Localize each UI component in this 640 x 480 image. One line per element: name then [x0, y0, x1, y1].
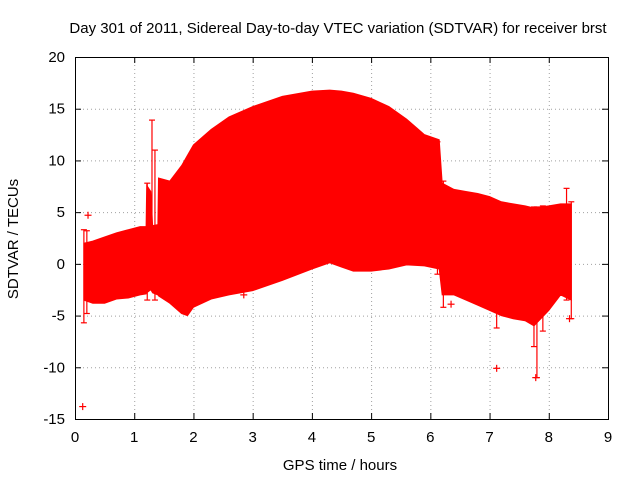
- error-bar-spike: [563, 187, 570, 301]
- plot-frame: [75, 57, 609, 420]
- error-bar-spike: [83, 230, 90, 315]
- tick-marks: [75, 57, 609, 420]
- x-axis-label: GPS time / hours: [283, 457, 397, 474]
- x-tick-label: 0: [71, 429, 79, 446]
- x-tick-label: 7: [485, 429, 493, 446]
- x-tick-label: 6: [426, 429, 434, 446]
- outlier-point: [532, 374, 540, 382]
- error-bar-spike: [148, 119, 155, 286]
- x-tick-label: 9: [604, 429, 612, 446]
- y-tick-label: -10: [43, 359, 65, 376]
- outlier-point: [240, 291, 248, 299]
- y-axis-label: SDTVAR / TECUs: [5, 179, 22, 299]
- outlier-point: [79, 403, 87, 411]
- outlier-point: [447, 300, 455, 308]
- y-tick-label: 15: [48, 101, 65, 118]
- sdtvar-error-band: [83, 89, 572, 327]
- y-tick-label: 0: [57, 256, 65, 273]
- y-tick-label: 5: [57, 204, 65, 221]
- error-bar-spike: [434, 141, 441, 275]
- y-tick-label: 10: [48, 152, 65, 169]
- x-tick-label: 1: [130, 429, 138, 446]
- y-tick-label: -15: [43, 411, 65, 428]
- error-bar-spike: [493, 206, 500, 329]
- y-tick-label: 20: [48, 49, 65, 66]
- tick-labels: 0 1 2 3 4 5 6 7 8 9 -15 -10 -5 0 5 10 15 20: [43, 49, 612, 446]
- error-bar-spike: [80, 229, 87, 324]
- error-bar-spike: [144, 182, 151, 301]
- error-bar-spike: [440, 180, 447, 308]
- x-tick-label: 3: [248, 429, 256, 446]
- error-bar-spike: [539, 205, 546, 332]
- x-tick-label: 8: [545, 429, 553, 446]
- outlier-point: [84, 211, 92, 219]
- x-tick-label: 4: [308, 429, 316, 446]
- x-tick-label: 2: [189, 429, 197, 446]
- outlier-point: [493, 364, 501, 372]
- data-layer: [79, 89, 575, 411]
- y-tick-label: -5: [52, 308, 65, 325]
- chart-title: Day 301 of 2011, Sidereal Day-to-day VTE…: [69, 20, 607, 37]
- error-bar-spike: [151, 149, 158, 301]
- x-tick-label: 5: [367, 429, 375, 446]
- outlier-point: [566, 315, 574, 323]
